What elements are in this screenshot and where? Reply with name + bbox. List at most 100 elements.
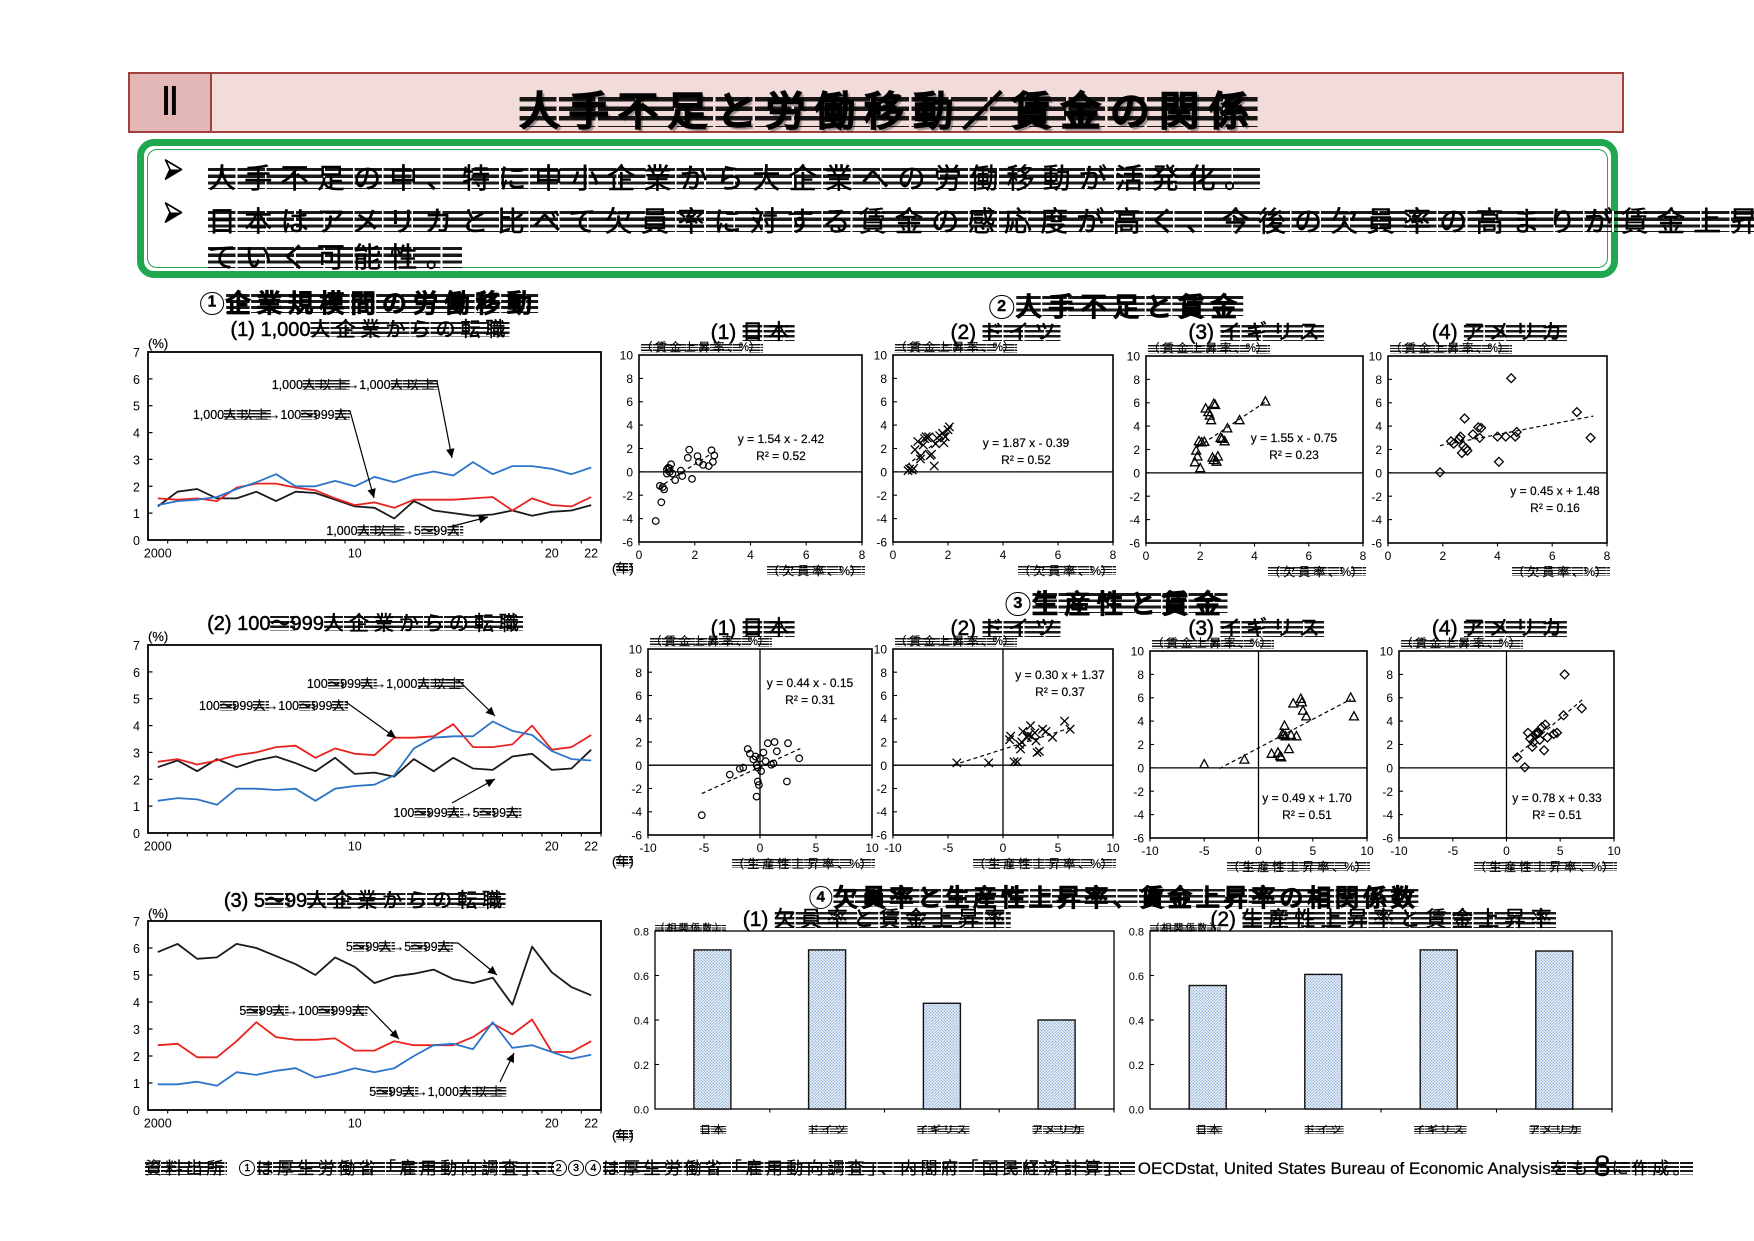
svg-text:22: 22: [584, 1117, 598, 1131]
svg-text:4: 4: [1133, 420, 1140, 434]
svg-text:0: 0: [880, 759, 887, 773]
svg-text:10: 10: [1607, 844, 1621, 858]
svg-text:-4: -4: [622, 512, 633, 526]
svg-text:-2: -2: [631, 782, 642, 796]
svg-text:0.4: 0.4: [634, 1016, 649, 1028]
svg-text:6: 6: [1055, 548, 1062, 562]
svg-text:-4: -4: [1129, 513, 1140, 527]
svg-text:0: 0: [1385, 549, 1392, 563]
svg-text:8: 8: [1360, 549, 1367, 563]
svg-text:6: 6: [635, 689, 642, 703]
svg-text:-5: -5: [943, 841, 954, 855]
svg-text:8: 8: [880, 372, 887, 386]
svg-text:2000: 2000: [144, 1117, 172, 1131]
svg-text:0: 0: [626, 465, 633, 479]
svg-text:20: 20: [545, 547, 559, 561]
svg-text:0.2: 0.2: [1129, 1060, 1144, 1072]
svg-text:-2: -2: [1129, 490, 1140, 504]
svg-text:4: 4: [747, 548, 754, 562]
svg-text:0.4: 0.4: [1129, 1016, 1144, 1028]
svg-text:8: 8: [635, 666, 642, 680]
svg-text:6: 6: [1305, 549, 1312, 563]
svg-text:10: 10: [348, 840, 362, 854]
svg-text:4: 4: [1000, 548, 1007, 562]
svg-text:-2: -2: [1133, 785, 1144, 799]
svg-text:4: 4: [880, 419, 887, 433]
svg-text:5: 5: [133, 693, 140, 707]
svg-text:-10: -10: [639, 841, 657, 855]
svg-text:6: 6: [133, 373, 140, 387]
svg-text:0: 0: [1137, 761, 1144, 775]
svg-text:8: 8: [1110, 548, 1117, 562]
svg-text:-6: -6: [876, 829, 887, 843]
svg-text:5: 5: [813, 841, 820, 855]
svg-text:20: 20: [545, 840, 559, 854]
svg-text:-6: -6: [1371, 537, 1382, 551]
svg-text:6: 6: [133, 942, 140, 956]
svg-text:1: 1: [133, 507, 140, 521]
svg-text:0.6: 0.6: [634, 971, 649, 983]
svg-text:4: 4: [1375, 420, 1382, 434]
svg-text:22: 22: [584, 547, 598, 561]
svg-text:6: 6: [1137, 691, 1144, 705]
svg-text:2: 2: [1439, 549, 1446, 563]
svg-text:10: 10: [1131, 645, 1145, 659]
svg-text:1: 1: [133, 1077, 140, 1091]
svg-text:3: 3: [133, 746, 140, 760]
svg-text:2: 2: [945, 548, 952, 562]
svg-text:6: 6: [880, 689, 887, 703]
svg-text:-5: -5: [1447, 844, 1458, 858]
svg-text:-4: -4: [1371, 513, 1382, 527]
svg-text:2: 2: [635, 736, 642, 750]
svg-text:-10: -10: [884, 841, 902, 855]
svg-text:8: 8: [626, 372, 633, 386]
svg-text:10: 10: [1106, 841, 1120, 855]
svg-text:8: 8: [880, 666, 887, 680]
svg-text:10: 10: [1369, 350, 1383, 364]
svg-text:0.8: 0.8: [1129, 927, 1144, 939]
svg-text:4: 4: [880, 712, 887, 726]
svg-text:10: 10: [874, 643, 888, 657]
svg-text:4: 4: [635, 712, 642, 726]
svg-text:4: 4: [1386, 715, 1393, 729]
svg-text:10: 10: [629, 643, 643, 657]
svg-text:2: 2: [880, 442, 887, 456]
svg-text:0: 0: [757, 841, 764, 855]
svg-text:-10: -10: [1390, 844, 1408, 858]
svg-text:4: 4: [133, 720, 140, 734]
svg-text:-4: -4: [631, 805, 642, 819]
svg-text:6: 6: [1386, 691, 1393, 705]
svg-text:6: 6: [1133, 396, 1140, 410]
svg-text:10: 10: [874, 349, 888, 363]
svg-text:0: 0: [1143, 549, 1150, 563]
svg-text:0: 0: [880, 465, 887, 479]
svg-text:2: 2: [1137, 738, 1144, 752]
svg-text:-6: -6: [1129, 537, 1140, 551]
svg-text:-10: -10: [1141, 844, 1159, 858]
svg-text:6: 6: [1375, 396, 1382, 410]
svg-text:4: 4: [133, 996, 140, 1010]
svg-text:8: 8: [1375, 373, 1382, 387]
svg-text:-2: -2: [1382, 785, 1393, 799]
svg-text:0: 0: [1000, 841, 1007, 855]
svg-text:4: 4: [1137, 715, 1144, 729]
svg-text:10: 10: [348, 1117, 362, 1131]
svg-text:6: 6: [1549, 549, 1556, 563]
svg-text:0.8: 0.8: [634, 927, 649, 939]
svg-text:2: 2: [1133, 443, 1140, 457]
svg-text:0: 0: [1255, 844, 1262, 858]
svg-text:8: 8: [1386, 668, 1393, 682]
svg-text:-6: -6: [631, 829, 642, 843]
svg-text:-2: -2: [876, 782, 887, 796]
svg-text:4: 4: [1251, 549, 1258, 563]
svg-text:-4: -4: [876, 512, 887, 526]
svg-text:2: 2: [133, 480, 140, 494]
svg-text:7: 7: [133, 346, 140, 360]
svg-text:3: 3: [133, 1023, 140, 1037]
svg-text:5: 5: [1557, 844, 1564, 858]
svg-text:4: 4: [626, 419, 633, 433]
svg-text:2000: 2000: [144, 840, 172, 854]
svg-text:-6: -6: [876, 536, 887, 550]
svg-text:0: 0: [1133, 466, 1140, 480]
svg-text:0: 0: [133, 1104, 140, 1118]
